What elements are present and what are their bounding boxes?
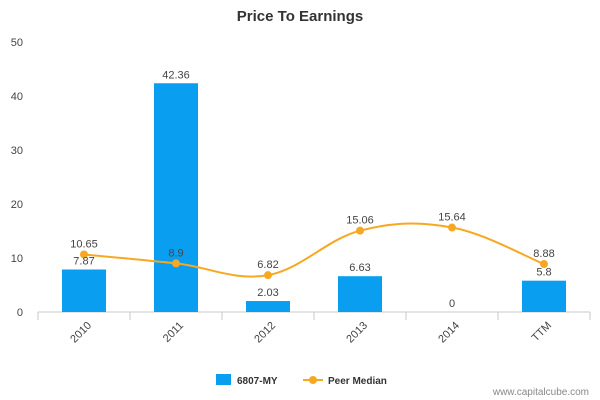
bar[interactable] bbox=[62, 269, 106, 312]
x-tick-label: 2010 bbox=[68, 320, 94, 346]
legend: 6807-MY Peer Median bbox=[216, 374, 387, 387]
y-tick-label: 30 bbox=[11, 145, 23, 157]
bar-series bbox=[62, 83, 566, 312]
line-value-label: 8.88 bbox=[533, 248, 554, 260]
legend-bar-swatch bbox=[216, 374, 231, 385]
bar[interactable] bbox=[246, 301, 290, 312]
bar[interactable] bbox=[522, 280, 566, 312]
bar-value-label: 0 bbox=[449, 298, 455, 310]
legend-item-line[interactable]: Peer Median bbox=[303, 376, 387, 387]
chart-title: Price To Earnings bbox=[237, 8, 363, 25]
x-tick-label: 2013 bbox=[344, 320, 370, 346]
line-point[interactable] bbox=[448, 223, 456, 232]
x-tick-label: 2014 bbox=[436, 320, 462, 346]
peer-median-line bbox=[83, 222, 545, 278]
x-tick-label: 2012 bbox=[252, 320, 278, 346]
y-tick-label: 40 bbox=[11, 91, 23, 103]
watermark: www.capitalcube.com bbox=[492, 387, 589, 398]
x-tick-label: 2011 bbox=[161, 320, 186, 345]
legend-line-label: Peer Median bbox=[328, 376, 387, 387]
bar-value-label: 6.63 bbox=[349, 262, 370, 274]
line-point[interactable] bbox=[264, 271, 272, 280]
bar[interactable] bbox=[338, 276, 382, 312]
y-axis: 0 10 20 30 40 50 bbox=[11, 37, 23, 319]
data-labels: 7.87 42.36 2.03 6.63 0 5.8 10.65 8.9 6.82 15.06 15… bbox=[70, 69, 554, 310]
legend-line-marker bbox=[309, 376, 317, 384]
y-tick-label: 10 bbox=[11, 253, 23, 265]
line-point[interactable] bbox=[80, 250, 88, 259]
x-tick-label: TTM bbox=[530, 320, 554, 344]
bar[interactable] bbox=[154, 83, 198, 312]
line-point[interactable] bbox=[540, 260, 548, 269]
legend-item-bar[interactable]: 6807-MY bbox=[216, 374, 278, 387]
y-tick-label: 0 bbox=[17, 307, 23, 319]
line-value-label: 8.9 bbox=[168, 247, 183, 259]
bar-value-label: 42.36 bbox=[162, 69, 190, 81]
line-point[interactable] bbox=[356, 226, 364, 235]
bar-value-label: 2.03 bbox=[257, 287, 278, 299]
bar-value-label: 7.87 bbox=[73, 256, 94, 268]
line-value-label: 10.65 bbox=[70, 238, 98, 250]
y-tick-label: 50 bbox=[11, 37, 23, 49]
line-value-label: 15.06 bbox=[346, 215, 374, 227]
y-tick-label: 20 bbox=[11, 199, 23, 211]
legend-bar-label: 6807-MY bbox=[237, 376, 278, 387]
bar-value-label: 5.8 bbox=[536, 267, 551, 279]
line-point[interactable] bbox=[172, 259, 180, 268]
line-series bbox=[80, 222, 548, 280]
line-value-label: 6.82 bbox=[257, 259, 278, 271]
x-axis: 2010 2011 2012 2013 2014 TTM bbox=[37, 311, 591, 346]
line-value-label: 15.64 bbox=[438, 212, 466, 224]
